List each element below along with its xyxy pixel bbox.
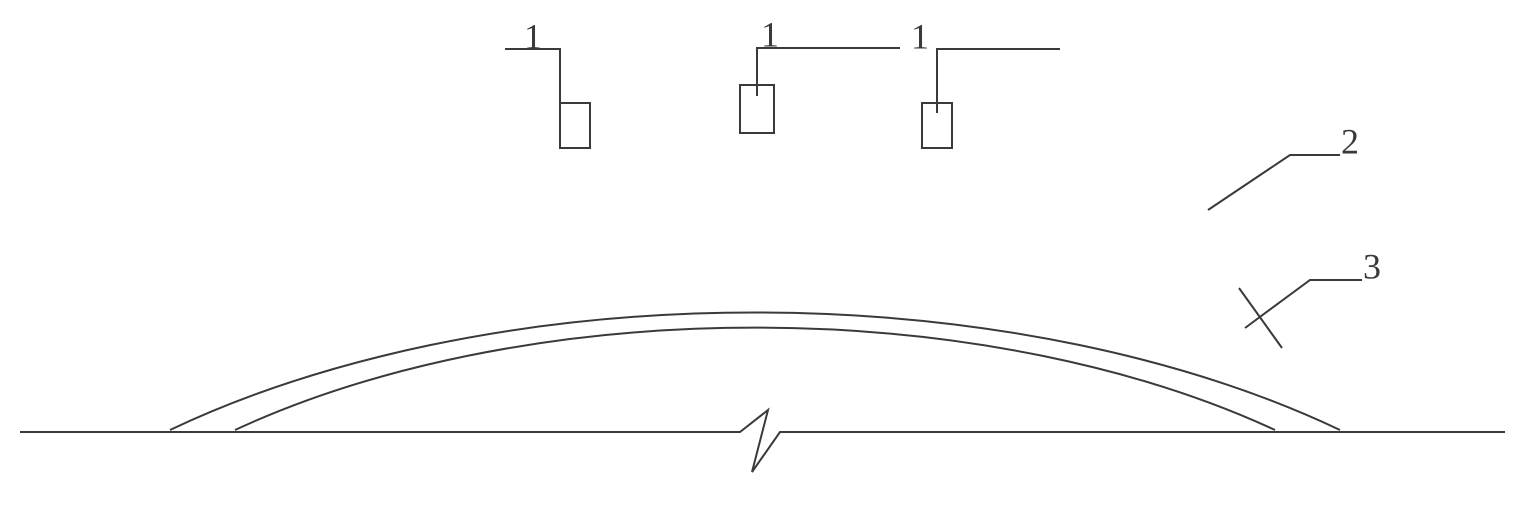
callout-label-2: 2 [1341,121,1359,161]
callout-label-1-center: 1 [761,14,779,54]
callout-label-1-left: 1 [524,16,542,56]
box-left [560,103,590,148]
callout-label-3: 3 [1363,246,1381,286]
callout-label-1-right: 1 [911,16,929,56]
diagram-root: 1 1 1 2 3 [0,0,1525,506]
